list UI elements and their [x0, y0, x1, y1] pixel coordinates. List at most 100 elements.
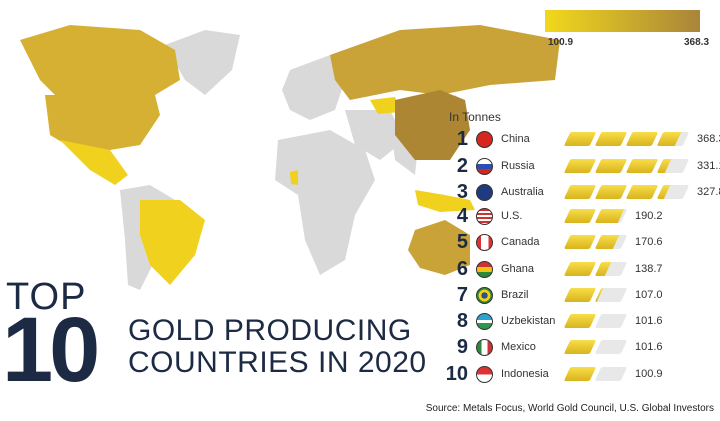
- gold-bar-fill: [563, 367, 597, 381]
- gold-bar: [594, 159, 628, 173]
- gold-bar-fill: [594, 367, 602, 381]
- value-label: 331.1: [697, 160, 720, 172]
- map-europe: [282, 55, 345, 120]
- country-name: Australia: [501, 186, 544, 198]
- country-name: U.S.: [501, 210, 523, 222]
- indonesia-flag-icon: [476, 366, 493, 383]
- rank-number: 3: [456, 181, 468, 203]
- map-mexico: [60, 140, 128, 185]
- gold-bar: [563, 185, 597, 199]
- unit-label: In Tonnes: [449, 110, 501, 124]
- rank-number: 8: [456, 310, 468, 332]
- gold-bar-fill: [563, 235, 597, 249]
- gold-bar-fill: [563, 159, 597, 173]
- map-africa: [275, 130, 375, 275]
- value-label: 100.9: [635, 368, 663, 380]
- map-indonesia: [415, 190, 475, 212]
- gold-bar: [563, 235, 597, 249]
- list-item: 10 Indonesia 100.9: [446, 363, 720, 387]
- title-number: 10: [2, 299, 100, 401]
- gold-bar-fill: [594, 288, 604, 302]
- country-name: Indonesia: [501, 368, 549, 380]
- gold-bar: [594, 288, 628, 302]
- list-item: 4 U.S. 190.2: [446, 205, 720, 229]
- map-greenland: [165, 30, 240, 95]
- gold-bar: [594, 209, 628, 223]
- gold-bar: [594, 132, 628, 146]
- gold-bar-fill: [594, 262, 612, 276]
- gold-bar-fill: [656, 159, 672, 173]
- gold-bar-fill: [656, 185, 671, 199]
- value-label: 107.0: [635, 289, 663, 301]
- gold-bar-fill: [625, 185, 659, 199]
- gold-bar: [625, 159, 659, 173]
- australia-flag-icon: [476, 184, 493, 201]
- gold-bar-fill: [656, 132, 682, 146]
- gold-bar: [563, 159, 597, 173]
- gold-bar: [656, 159, 690, 173]
- gold-bar-fill: [594, 314, 602, 328]
- map-uzbekistan: [370, 97, 400, 114]
- title-line1: GOLD PRODUCING: [128, 314, 412, 347]
- list-item: 6 Ghana 138.7: [446, 258, 720, 282]
- rank-number: 10: [445, 363, 468, 385]
- china-flag-icon: [476, 131, 493, 148]
- value-label: 101.6: [635, 315, 663, 327]
- country-name: Brazil: [501, 289, 529, 301]
- rank-number: 7: [456, 284, 468, 306]
- gold-bar-fill: [563, 288, 597, 302]
- map-ghana: [290, 170, 298, 185]
- gold-bar: [563, 209, 597, 223]
- rank-number: 1: [456, 128, 468, 150]
- country-name: Russia: [501, 160, 535, 172]
- rank-number: 5: [456, 231, 468, 253]
- gold-bar-fill: [563, 185, 597, 199]
- gold-bar: [594, 185, 628, 199]
- gold-bar: [563, 340, 597, 354]
- gold-bar: [625, 185, 659, 199]
- rank-number: 9: [456, 336, 468, 358]
- gold-bar-fill: [625, 132, 659, 146]
- russia-flag-icon: [476, 158, 493, 175]
- gold-bar: [594, 262, 628, 276]
- list-item: 1 China 368.3: [446, 128, 720, 152]
- gold-bar-fill: [594, 235, 620, 249]
- gold-bar-fill: [594, 209, 625, 223]
- gold-bar: [594, 340, 628, 354]
- rank-number: 4: [456, 205, 468, 227]
- map-australia: [408, 220, 470, 275]
- gold-bar: [563, 262, 597, 276]
- value-label: 368.3: [697, 133, 720, 145]
- source-note: Source: Metals Focus, World Gold Council…: [425, 403, 714, 414]
- brazil-flag-icon: [476, 287, 493, 304]
- country-name: Ghana: [501, 263, 535, 275]
- gold-bar: [563, 367, 597, 381]
- rank-number: 2: [456, 155, 468, 177]
- gold-bar-fill: [563, 132, 597, 146]
- gold-bar: [594, 367, 628, 381]
- gold-bar-fill: [563, 340, 597, 354]
- list-item: 9 Mexico 101.6: [446, 336, 720, 360]
- uzbekistan-flag-icon: [476, 313, 493, 330]
- rank-number: 6: [456, 258, 468, 280]
- legend-color-scale: [545, 10, 700, 32]
- map-china: [395, 90, 470, 160]
- gold-bar-fill: [625, 159, 659, 173]
- list-item: 8 Uzbekistan 101.6: [446, 310, 720, 334]
- gold-bar: [594, 235, 628, 249]
- title-top: TOP: [6, 276, 87, 318]
- list-item: 7 Brazil 107.0: [446, 284, 720, 308]
- list-item: 3 Australia 327.8: [446, 181, 720, 205]
- map-brazil: [140, 200, 205, 285]
- country-name: Mexico: [501, 341, 536, 353]
- title-line2: COUNTRIES IN 2020: [128, 346, 427, 379]
- legend-max-label: 368.3: [684, 37, 710, 48]
- gold-bar: [563, 132, 597, 146]
- list-item: 5 Canada 170.6: [446, 231, 720, 255]
- gold-bar-fill: [594, 340, 602, 354]
- country-name: China: [501, 133, 530, 145]
- map-us: [45, 95, 160, 150]
- list-item: 2 Russia 331.1: [446, 155, 720, 179]
